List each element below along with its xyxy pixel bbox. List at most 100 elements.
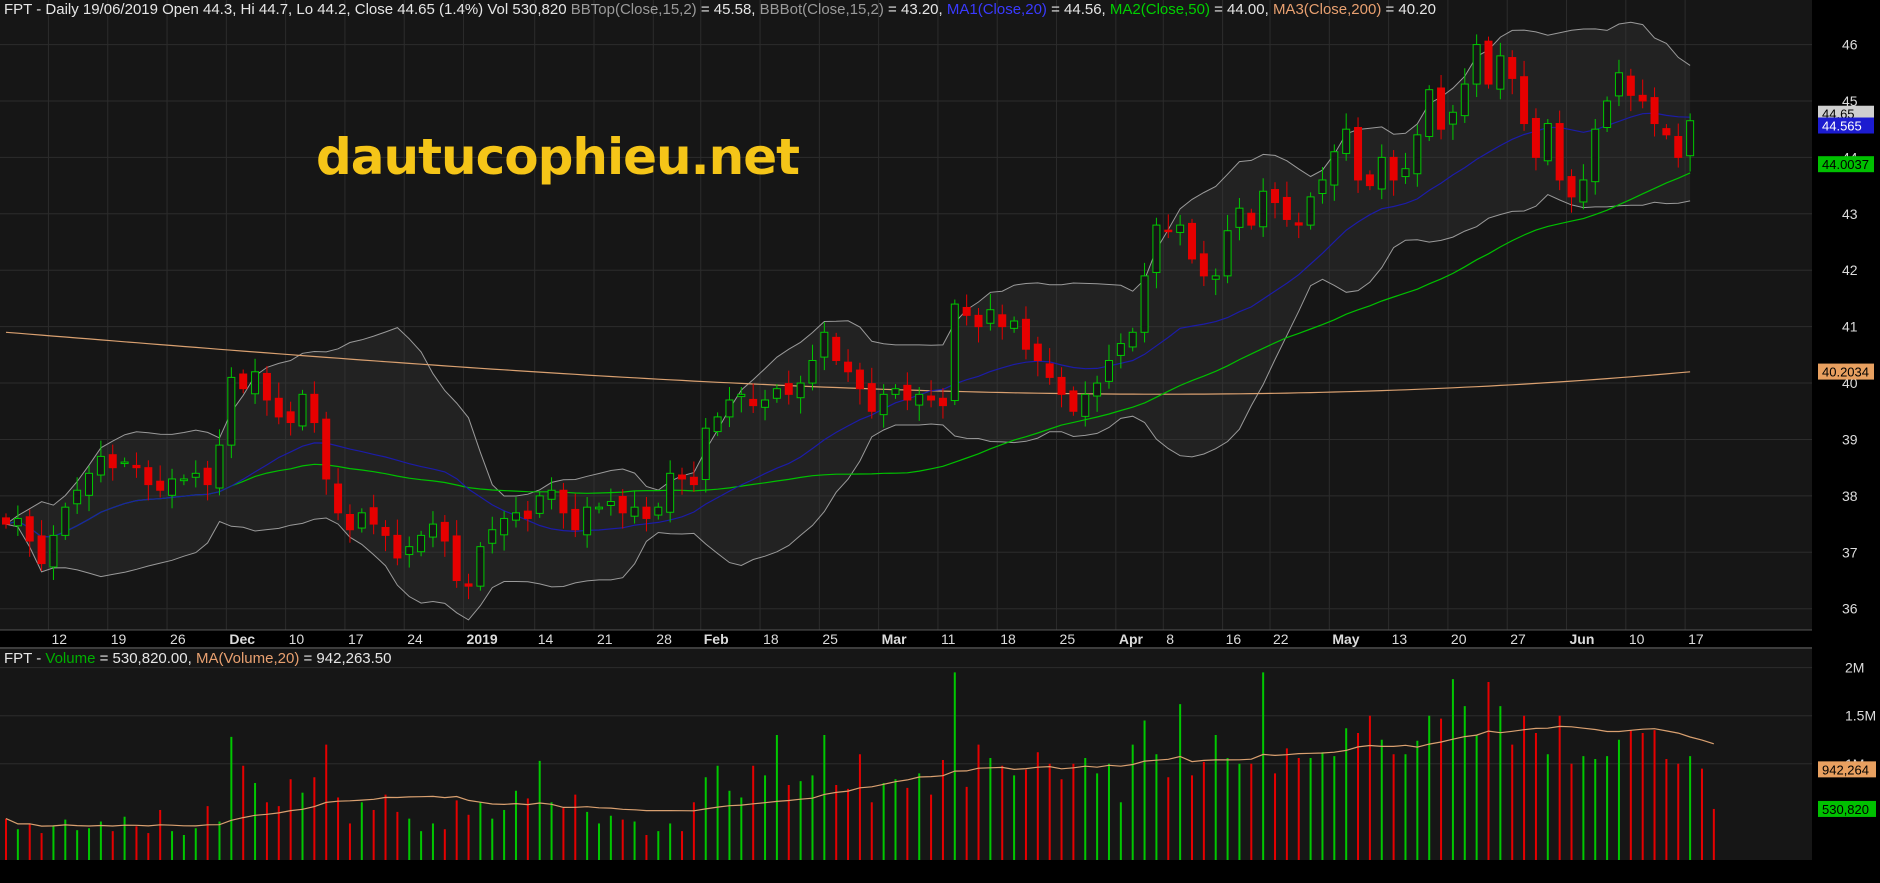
candle-body [1674,136,1683,158]
volume-ma-line [5,725,1714,827]
candle-body [108,454,117,469]
candle-body [689,476,698,486]
candle-body [583,506,592,536]
price-panel[interactable] [0,0,1812,630]
volume-marker-label: 942,264 [1822,762,1869,777]
candle-body [796,382,805,399]
ma2-value: = 44.00, [1209,1,1269,18]
volume-panel[interactable] [0,649,1812,860]
date-tick-label: 22 [1273,631,1289,647]
bbtop-line [5,21,1691,525]
ma2-line [5,172,1691,538]
candle-body [737,393,746,398]
candle-body [1662,128,1671,136]
date-tick-label: 25 [1060,631,1076,647]
candle-body [1271,189,1280,204]
candle-body [1579,179,1588,203]
candle-body [440,521,449,542]
bbbot-value: = 43.20, [883,1,943,18]
candle-body [618,495,627,514]
price-tick-label: 41 [1842,319,1858,335]
candle-body [144,467,153,486]
date-tick-label: 26 [170,631,186,647]
ma3-line [5,331,1691,395]
candle-body [132,464,141,469]
candle-body [1413,134,1422,175]
price-tick-label: 42 [1842,262,1858,278]
date-tick-label: 8 [1166,631,1174,647]
date-tick-label: Feb [704,631,729,647]
candle-body [120,461,129,465]
candle-body [927,395,936,401]
candle-body [832,336,841,361]
price-marker-label: 40.2034 [1822,365,1869,380]
candle-body [879,393,888,416]
candle-body [1614,72,1623,97]
candle-body [1045,363,1054,378]
candle-body [85,472,94,496]
candle-body [1235,207,1244,228]
candle-body [1555,123,1564,181]
ma1-label: MA1(Close,20) [946,1,1047,18]
candle-body [950,303,959,402]
candle-body [1567,176,1576,198]
candle-body [500,517,509,536]
price-axis: 363738394041424344454644.6544.56544.0037… [1818,37,1874,617]
candle-body [844,361,853,373]
date-tick-label: 2019 [467,631,498,647]
date-tick-label: May [1332,631,1359,647]
candle-body [903,384,912,401]
candle-body [156,480,165,491]
date-tick-label: 12 [51,631,67,647]
bollinger-bands [5,21,1691,621]
candle-body [772,388,781,399]
candle-body [547,489,556,500]
volume-marker [1818,800,1876,817]
candle-body [1389,156,1398,181]
candle-body [393,534,402,559]
price-tick-label: 39 [1842,431,1858,447]
date-tick-label: 27 [1510,631,1526,647]
candle-body [523,510,532,519]
date-tick-label: 14 [538,631,554,647]
candle-body [203,467,212,486]
candle-body [215,444,224,489]
candle-body [1057,376,1066,395]
candle-body [1591,128,1600,183]
candle-body [1638,94,1647,102]
candle-body [1128,331,1137,348]
candle-body [1401,168,1410,178]
price-header: FPT - Daily 19/06/2019 Open 44.3, Hi 44.… [4,1,1436,18]
candle-body [1520,76,1529,125]
volume-marker-label: 530,820 [1822,802,1869,817]
candle-body [938,397,947,407]
candle-body [749,398,758,407]
candlesticks [2,34,1695,600]
candle-body [1496,55,1505,90]
moving-averages [5,112,1691,538]
candle-body [1010,320,1019,329]
candle-body [96,455,105,476]
candle-body [1140,275,1149,333]
candle-body [168,478,177,496]
price-tick-label: 36 [1842,601,1858,617]
candle-body [262,372,271,401]
candle-body [274,397,283,418]
candle-body [713,416,722,433]
candle-body [1318,179,1327,195]
candle-body [915,393,924,406]
candle-body [962,306,971,316]
candle-body [1306,196,1315,226]
candle-body [784,383,793,395]
candle-body [1330,151,1339,186]
candle-body [998,314,1007,328]
candle-body [1211,275,1220,280]
candle-body [13,517,22,527]
candle-body [974,314,983,328]
candle-body [1104,359,1113,382]
candle-body [191,472,200,478]
candle-body [1081,393,1090,417]
candle-body [239,373,248,390]
